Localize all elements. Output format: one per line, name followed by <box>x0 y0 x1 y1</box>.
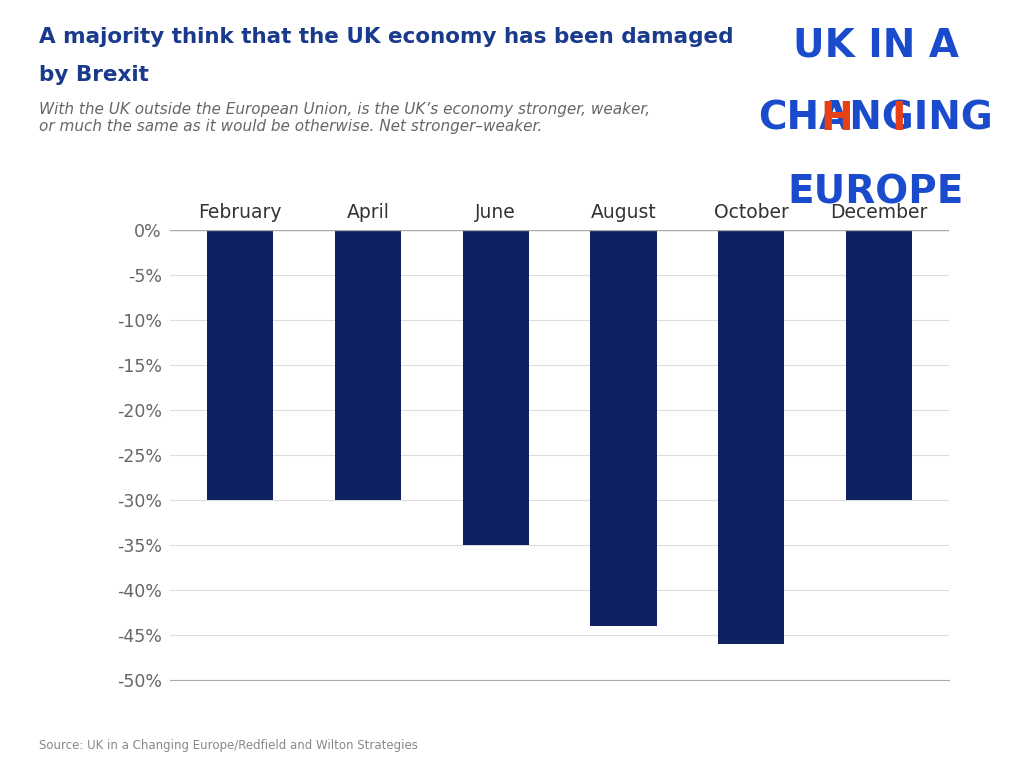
Text: UK IN A: UK IN A <box>793 27 958 65</box>
Bar <box>207 230 273 500</box>
Text: With the UK outside the European Union, is the UK’s economy stronger, weaker,
or: With the UK outside the European Union, … <box>39 102 650 134</box>
Bar <box>590 230 656 626</box>
Bar <box>335 230 401 500</box>
Bar <box>718 230 784 644</box>
Text: I: I <box>892 100 906 138</box>
Text: CHANGING: CHANGING <box>758 100 993 138</box>
Bar <box>846 230 912 500</box>
Text: by Brexit: by Brexit <box>39 65 148 85</box>
Text: EUROPE: EUROPE <box>787 173 964 211</box>
Bar <box>463 230 529 544</box>
Text: Source: UK in a Changing Europe/Redfield and Wilton Strategies: Source: UK in a Changing Europe/Redfield… <box>39 739 418 752</box>
Text: A majority think that the UK economy has been damaged: A majority think that the UK economy has… <box>39 27 733 47</box>
Text: H: H <box>820 100 853 138</box>
